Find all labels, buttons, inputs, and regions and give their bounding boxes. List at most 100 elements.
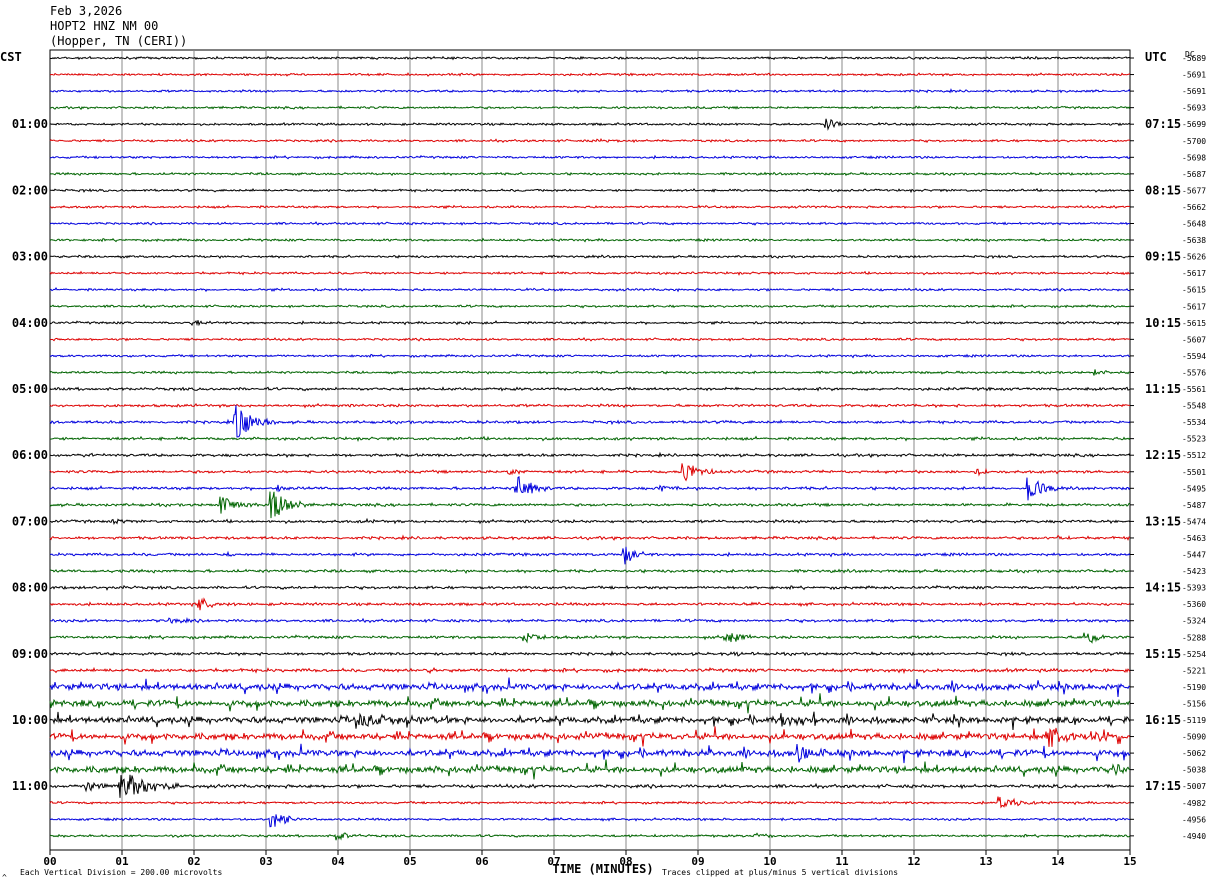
- cst-hour-label: 09:00: [12, 647, 48, 661]
- trace-36: [49, 650, 1131, 657]
- trace-6: [49, 154, 1131, 160]
- cst-axis-label: CST: [0, 50, 22, 64]
- trace-43: [49, 759, 1131, 780]
- x-tick-label: 01: [115, 855, 129, 868]
- trace-39: [49, 693, 1131, 714]
- utc-hour-label: 15:15: [1145, 647, 1181, 661]
- dc-value-label: -5691: [1182, 87, 1206, 96]
- x-tick-label: 13: [979, 855, 992, 868]
- trace-7: [49, 171, 1131, 177]
- header-location: (Hopper, TN (CERI)): [50, 34, 188, 48]
- cst-hour-label: 08:00: [12, 581, 48, 595]
- trace-4: [49, 118, 1131, 131]
- x-tick-label: 14: [1051, 855, 1065, 868]
- trace-33: [49, 597, 1131, 611]
- dc-value-label: -5561: [1182, 385, 1206, 394]
- dc-header-label: DC: [1185, 50, 1195, 59]
- trace-18: [49, 353, 1131, 359]
- trace-22: [49, 405, 1131, 438]
- utc-axis-label: UTC: [1145, 50, 1167, 64]
- dc-value-label: -5615: [1182, 286, 1206, 295]
- dc-value-label: -5700: [1182, 137, 1206, 146]
- cst-hour-label: 03:00: [12, 250, 48, 264]
- utc-hour-label: 11:15: [1145, 382, 1181, 396]
- clip-note: Traces clipped at plus/minus 5 vertical …: [662, 868, 898, 877]
- dc-value-label: -5090: [1182, 733, 1206, 742]
- trace-11: [49, 237, 1131, 243]
- dc-value-label: -5512: [1182, 451, 1206, 460]
- utc-hour-label: 07:15: [1145, 117, 1181, 131]
- x-tick-label: 04: [331, 855, 345, 868]
- x-tick-label: 12: [907, 855, 920, 868]
- trace-30: [49, 546, 1131, 565]
- trace-15: [49, 303, 1131, 309]
- dc-value-label: -5221: [1182, 666, 1206, 675]
- dc-value-label: -5576: [1182, 368, 1206, 377]
- x-tick-label: 00: [43, 855, 56, 868]
- cst-hour-label: 11:00: [12, 779, 48, 793]
- dc-value-label: -5447: [1182, 551, 1206, 560]
- dc-value-label: -4982: [1182, 799, 1206, 808]
- dc-value-label: -5617: [1182, 302, 1206, 311]
- trace-10: [49, 221, 1130, 226]
- trace-9: [49, 204, 1131, 210]
- trace-35: [49, 632, 1131, 644]
- trace-42: [49, 743, 1131, 764]
- x-tick-label: 09: [691, 855, 704, 868]
- x-tick-label: 15: [1123, 855, 1136, 868]
- dc-value-label: -5638: [1182, 236, 1206, 245]
- vertical-division-note: Each Vertical Division = 200.00 microvol…: [20, 868, 222, 877]
- dc-value-label: -5698: [1182, 153, 1206, 162]
- utc-hour-label: 16:15: [1145, 713, 1181, 727]
- utc-hour-label: 09:15: [1145, 250, 1181, 264]
- dc-value-label: -5007: [1182, 782, 1206, 791]
- trace-44: [49, 774, 1131, 798]
- trace-1: [49, 72, 1131, 78]
- dc-value-label: -5693: [1182, 104, 1206, 113]
- x-axis-title: TIME (MINUTES): [552, 862, 653, 876]
- x-tick-label: 06: [475, 855, 489, 868]
- dc-value-label: -5607: [1182, 335, 1206, 344]
- dc-value-label: -5423: [1182, 567, 1206, 576]
- dc-value-label: -5190: [1182, 683, 1206, 692]
- cst-hour-label: 04:00: [12, 316, 48, 330]
- x-tick-label: 07: [547, 855, 560, 868]
- dc-value-label: -5474: [1182, 517, 1206, 526]
- trace-40: [49, 711, 1131, 731]
- trace-41: [49, 726, 1131, 747]
- dc-value-label: -5495: [1182, 484, 1206, 493]
- dc-value-label: -5662: [1182, 203, 1206, 212]
- utc-hour-label: 13:15: [1145, 514, 1181, 528]
- dc-value-label: -5626: [1182, 253, 1206, 262]
- trace-45: [49, 796, 1131, 809]
- header-station: HOPT2 HNZ NM 00: [50, 19, 159, 33]
- trace-24: [49, 451, 1131, 459]
- utc-hour-label: 08:15: [1145, 183, 1181, 197]
- trace-46: [49, 814, 1131, 828]
- dc-value-label: -5062: [1182, 749, 1206, 758]
- dc-value-label: -5594: [1182, 352, 1206, 361]
- x-tick-label: 11: [835, 855, 849, 868]
- dc-value-label: -5617: [1182, 269, 1206, 278]
- utc-hour-label: 10:15: [1145, 316, 1181, 330]
- dc-value-label: -5393: [1182, 584, 1206, 593]
- dc-value-label: -5699: [1182, 120, 1206, 129]
- cst-hour-label: 05:00: [12, 382, 48, 396]
- dc-value-label: -5534: [1182, 418, 1206, 427]
- dc-value-label: -5156: [1182, 699, 1206, 708]
- trace-28: [50, 517, 1131, 525]
- dc-value-label: -5288: [1182, 633, 1206, 642]
- header-date: Feb 3,2026: [50, 4, 123, 18]
- x-tick-label: 10: [763, 855, 776, 868]
- trace-16: [49, 320, 1131, 327]
- dc-value-label: -5548: [1182, 402, 1206, 411]
- footer-mark: ^: [2, 873, 7, 882]
- dc-value-label: -5615: [1182, 319, 1206, 328]
- dc-value-label: -5691: [1182, 71, 1206, 80]
- cst-hour-label: 07:00: [12, 514, 48, 528]
- x-tick-label: 02: [187, 855, 200, 868]
- trace-37: [49, 666, 1131, 675]
- cst-hour-label: 02:00: [12, 183, 48, 197]
- plot-frame: [49, 49, 1131, 851]
